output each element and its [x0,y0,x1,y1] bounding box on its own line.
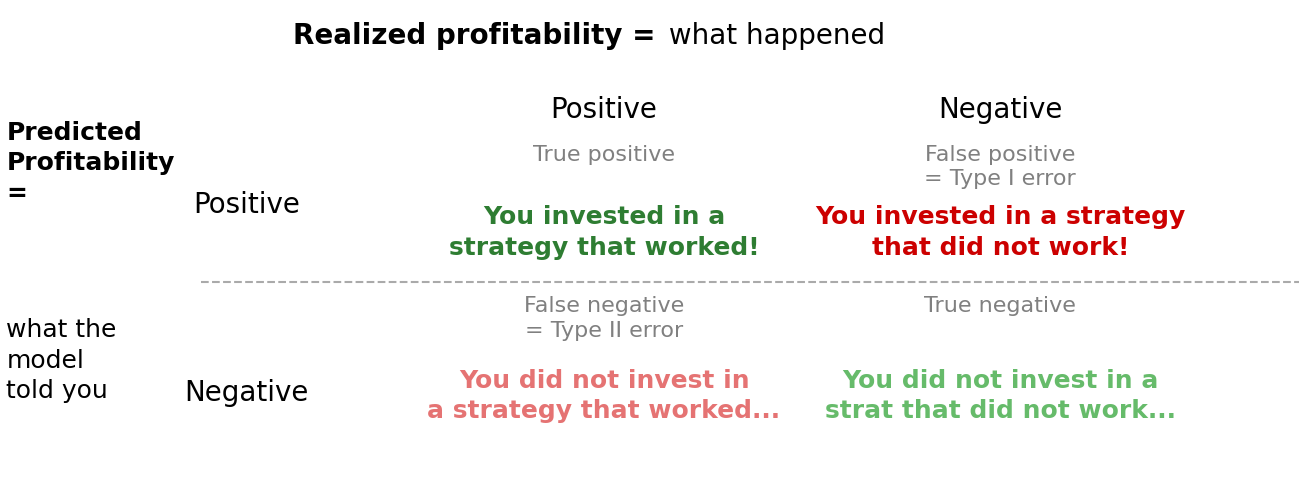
Text: You did not invest in a
strat that did not work...: You did not invest in a strat that did n… [825,369,1176,423]
Text: Positive: Positive [551,96,657,124]
Text: False negative
= Type II error: False negative = Type II error [523,296,685,341]
Text: True negative: True negative [925,296,1076,316]
Text: You invested in a
strategy that worked!: You invested in a strategy that worked! [448,205,760,259]
Text: False positive
= Type I error: False positive = Type I error [925,145,1076,189]
Text: You did not invest in
a strategy that worked...: You did not invest in a strategy that wo… [427,369,781,423]
Text: Predicted
Profitability
=: Predicted Profitability = [6,120,175,206]
Text: Positive: Positive [194,191,300,219]
Text: Realized profitability =: Realized profitability = [294,22,656,50]
Text: True positive: True positive [533,145,675,164]
Text: You invested in a strategy
that did not work!: You invested in a strategy that did not … [814,205,1186,259]
Text: what happened: what happened [660,22,885,50]
Text: what the
model
told you: what the model told you [6,318,117,403]
Text: Negative: Negative [938,96,1063,124]
Text: Negative: Negative [184,379,309,407]
